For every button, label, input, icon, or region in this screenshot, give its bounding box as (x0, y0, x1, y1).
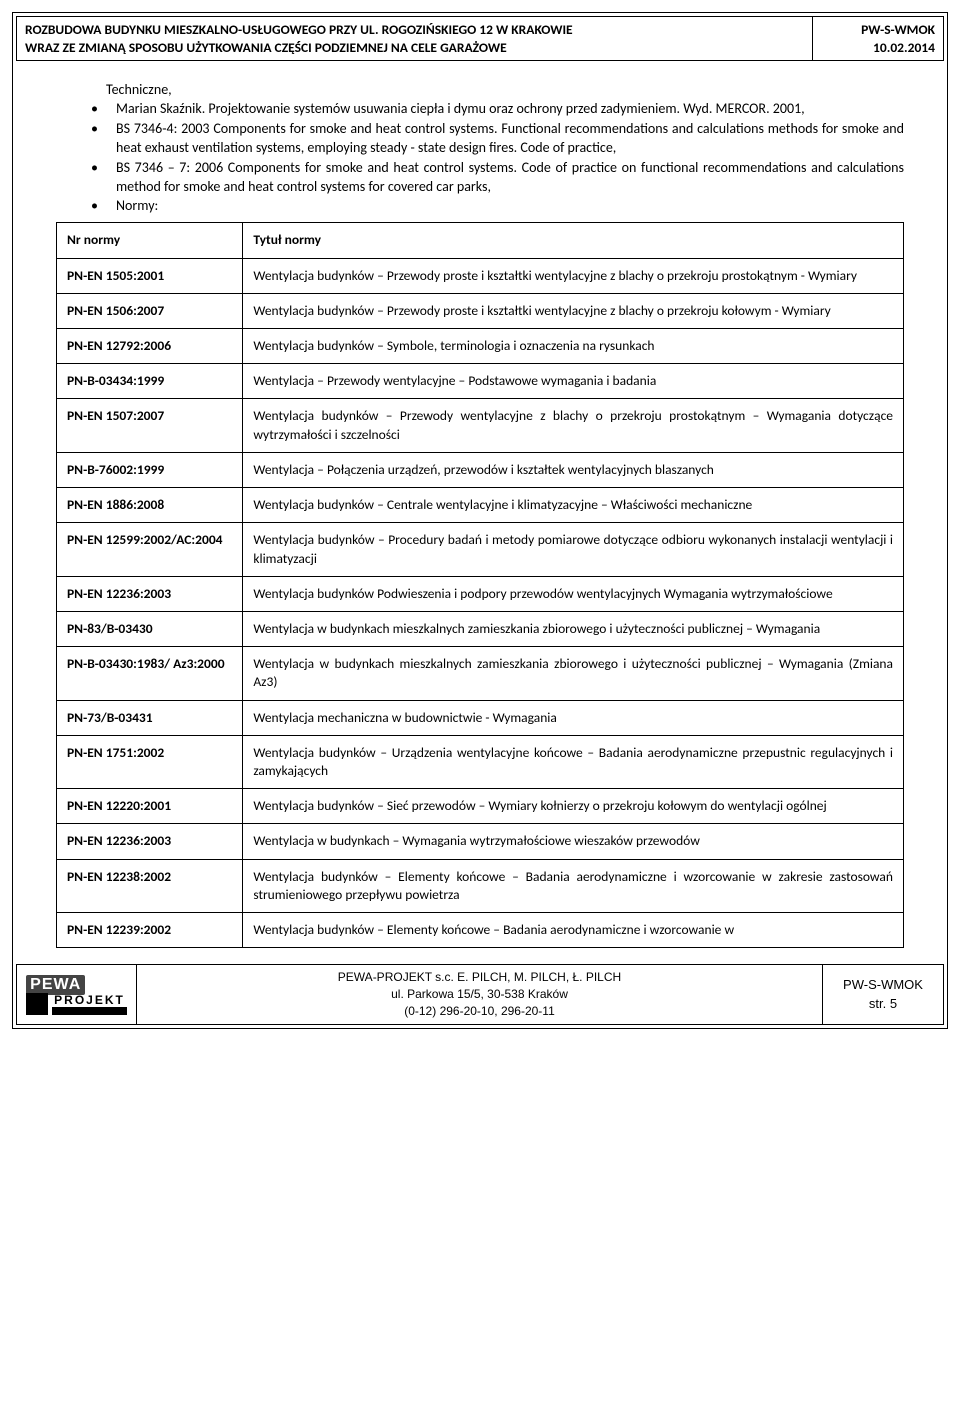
table-row: PN-B-03434:1999Wentylacja – Przewody wen… (57, 364, 904, 399)
page-outer-frame: ROZBUDOWA BUDYNKU MIESZKALNO-USŁUGOWEGO … (12, 12, 948, 1029)
table-cell: Wentylacja budynków Podwieszenia i podpo… (243, 576, 904, 611)
bullet-list: Marian Skaźnik. Projektowanie systemów u… (56, 100, 904, 216)
table-cell: Wentylacja w budynkach mieszkalnych zami… (243, 647, 904, 700)
table-cell: PN-73/B-03431 (57, 700, 243, 735)
table-cell: PN-EN 12236:2003 (57, 576, 243, 611)
table-row: PN-EN 1886:2008Wentylacja budynków – Cen… (57, 488, 904, 523)
footer-phone-line: (0-12) 296-20-10, 296-20-11 (145, 1003, 814, 1020)
table-cell: PN-EN 12599:2002/AC:2004 (57, 523, 243, 576)
standards-table: Nr normy Tytuł normy PN-EN 1505:2001Went… (56, 222, 904, 948)
table-cell: Wentylacja w budynkach mieszkalnych zami… (243, 611, 904, 646)
table-cell: PN-EN 1505:2001 (57, 258, 243, 293)
table-row: PN-EN 12236:2003Wentylacja w budynkach –… (57, 824, 904, 859)
logo-square-icon (26, 993, 48, 1015)
table-row: PN-EN 12599:2002/AC:2004Wentylacja budyn… (57, 523, 904, 576)
table-header-row: Nr normy Tytuł normy (57, 223, 904, 258)
footer-center-block: PEWA-PROJEKT s.c. E. PILCH, M. PILCH, Ł.… (137, 965, 823, 1023)
table-cell: PN-EN 12238:2002 (57, 859, 243, 912)
table-cell: Wentylacja – Połączenia urządzeń, przewo… (243, 452, 904, 487)
header-title-line2: WRAZ ZE ZMIANĄ SPOSOBU UŻYTKOWANIA CZĘŚC… (25, 39, 804, 57)
header-meta-block: PW-S-WMOK 10.02.2014 (813, 17, 943, 60)
footer-company-line: PEWA-PROJEKT s.c. E. PILCH, M. PILCH, Ł.… (145, 969, 814, 986)
table-cell: Wentylacja budynków – Przewody proste i … (243, 258, 904, 293)
bullet-item: BS 7346-4: 2003 Components for smoke and… (86, 120, 904, 158)
table-row: PN-EN 1751:2002Wentylacja budynków – Urz… (57, 735, 904, 788)
table-cell: PN-EN 1506:2007 (57, 293, 243, 328)
table-row: PN-EN 12236:2003Wentylacja budynków Podw… (57, 576, 904, 611)
logo-text-bottom: PROJEKT (52, 994, 127, 1015)
footer-page-number: str. 5 (831, 995, 935, 1013)
table-cell: Wentylacja – Przewody wentylacyjne – Pod… (243, 364, 904, 399)
header-title-block: ROZBUDOWA BUDYNKU MIESZKALNO-USŁUGOWEGO … (17, 17, 813, 60)
table-cell: Wentylacja budynków – Elementy końcowe –… (243, 859, 904, 912)
table-cell: PN-EN 12792:2006 (57, 328, 243, 363)
table-cell: Wentylacja budynków – Symbole, terminolo… (243, 328, 904, 363)
header-doc-date: 10.02.2014 (821, 39, 935, 57)
header-doc-code: PW-S-WMOK (821, 21, 935, 39)
footer-address-line: ul. Parkowa 15/5, 30-538 Kraków (145, 986, 814, 1003)
table-row: PN-EN 12220:2001Wentylacja budynków – Si… (57, 789, 904, 824)
table-cell: PN-EN 12220:2001 (57, 789, 243, 824)
page-header: ROZBUDOWA BUDYNKU MIESZKALNO-USŁUGOWEGO … (16, 16, 944, 61)
bullet-item: Normy: (86, 197, 904, 216)
table-cell: Wentylacja budynków – Procedury badań i … (243, 523, 904, 576)
table-row: PN-83/B-03430Wentylacja w budynkach mies… (57, 611, 904, 646)
table-cell: Wentylacja budynków – Przewody proste i … (243, 293, 904, 328)
table-row: PN-EN 12238:2002Wentylacja budynków – El… (57, 859, 904, 912)
table-cell: PN-EN 12239:2002 (57, 913, 243, 948)
table-cell: Wentylacja budynków – Przewody wentylacy… (243, 399, 904, 452)
table-cell: PN-EN 1751:2002 (57, 735, 243, 788)
table-row: PN-EN 12239:2002Wentylacja budynków – El… (57, 913, 904, 948)
table-cell: Wentylacja mechaniczna w budownictwie - … (243, 700, 904, 735)
table-cell: Wentylacja budynków – Sieć przewodów – W… (243, 789, 904, 824)
table-header-col2: Tytuł normy (243, 223, 904, 258)
table-row: PN-B-03430:1983/ Az3:2000Wentylacja w bu… (57, 647, 904, 700)
table-cell: Wentylacja budynków – Urządzenia wentyla… (243, 735, 904, 788)
table-cell: PN-EN 1886:2008 (57, 488, 243, 523)
bullet-item: BS 7346 – 7: 2006 Components for smoke a… (86, 159, 904, 197)
table-cell: PN-B-76002:1999 (57, 452, 243, 487)
footer-right-block: PW-S-WMOK str. 5 (823, 965, 943, 1023)
table-row: PN-EN 1505:2001Wentylacja budynków – Prz… (57, 258, 904, 293)
table-cell: Wentylacja w budynkach – Wymagania wytrz… (243, 824, 904, 859)
footer-logo-block: PEWA PROJEKT (17, 965, 137, 1023)
page-content: Techniczne, Marian Skaźnik. Projektowani… (16, 61, 944, 958)
company-logo: PEWA PROJEKT (26, 975, 127, 1015)
logo-text-top: PEWA (26, 975, 85, 995)
table-row: PN-73/B-03431Wentylacja mechaniczna w bu… (57, 700, 904, 735)
table-row: PN-B-76002:1999Wentylacja – Połączenia u… (57, 452, 904, 487)
table-header-col1: Nr normy (57, 223, 243, 258)
bullet-item: Marian Skaźnik. Projektowanie systemów u… (86, 100, 904, 119)
table-cell: PN-B-03430:1983/ Az3:2000 (57, 647, 243, 700)
table-row: PN-EN 12792:2006Wentylacja budynków – Sy… (57, 328, 904, 363)
table-row: PN-EN 1506:2007Wentylacja budynków – Prz… (57, 293, 904, 328)
table-cell: PN-83/B-03430 (57, 611, 243, 646)
page-footer: PEWA PROJEKT PEWA-PROJEKT s.c. E. PILCH,… (16, 964, 944, 1024)
table-cell: PN-B-03434:1999 (57, 364, 243, 399)
table-cell: PN-EN 12236:2003 (57, 824, 243, 859)
pre-text: Techniczne, (56, 81, 904, 100)
footer-doc-code: PW-S-WMOK (831, 976, 935, 994)
header-title-line1: ROZBUDOWA BUDYNKU MIESZKALNO-USŁUGOWEGO … (25, 21, 804, 39)
table-cell: Wentylacja budynków – Centrale wentylacy… (243, 488, 904, 523)
table-row: PN-EN 1507:2007Wentylacja budynków – Prz… (57, 399, 904, 452)
table-cell: Wentylacja budynków – Elementy końcowe –… (243, 913, 904, 948)
table-cell: PN-EN 1507:2007 (57, 399, 243, 452)
